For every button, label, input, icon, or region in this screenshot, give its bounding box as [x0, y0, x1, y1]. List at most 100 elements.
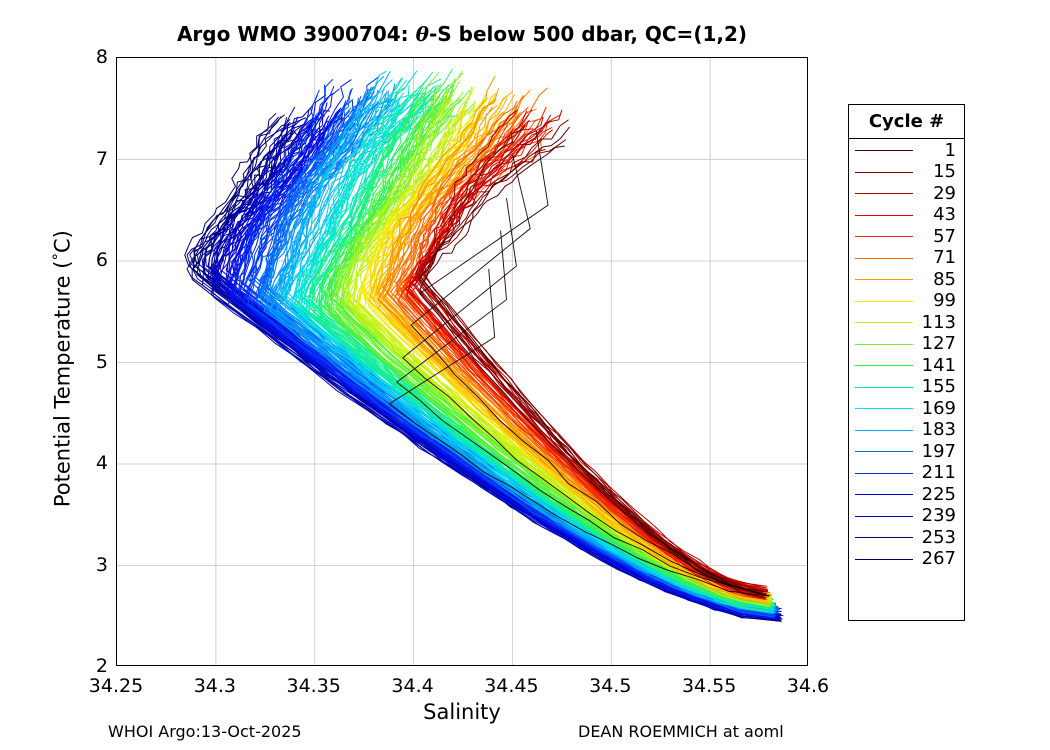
- legend-item-label: 239: [921, 505, 956, 527]
- profile-curve: [419, 131, 770, 597]
- legend-item-label: 183: [921, 419, 956, 441]
- legend-item[interactable]: 1: [849, 140, 964, 162]
- x-axis-label: Salinity: [423, 700, 501, 724]
- legend-item[interactable]: 239: [849, 506, 964, 528]
- legend-items: 1 15 29 43 57 71 85 99 113 127 141 155 169 183 197 211 2…: [849, 139, 964, 570]
- legend-item[interactable]: 211: [849, 463, 964, 485]
- legend-item[interactable]: 127: [849, 334, 964, 356]
- profile-curve: [410, 154, 770, 597]
- legend-item[interactable]: 113: [849, 312, 964, 334]
- degree-symbol: °: [49, 253, 68, 261]
- y-tick-label: 4: [95, 452, 108, 474]
- x-tick-label: 34.25: [88, 675, 144, 697]
- profile-curve: [229, 79, 776, 615]
- profile-curves: [184, 68, 784, 622]
- legend-item-label: 15: [933, 161, 956, 183]
- legend-item[interactable]: 57: [849, 226, 964, 248]
- legend-item-label: 253: [921, 526, 956, 548]
- theta-s-scatter-canvas: [117, 58, 807, 665]
- legend-color-swatch: [855, 171, 913, 173]
- legend-color-swatch: [855, 150, 913, 152]
- profile-curve: [247, 84, 777, 615]
- x-tick-label: 34.4: [391, 675, 434, 697]
- legend-color-swatch: [855, 472, 913, 474]
- profile-curve: [352, 84, 769, 601]
- legend-item-label: 29: [933, 182, 956, 204]
- legend-item-label: 85: [933, 268, 956, 290]
- profile-curve: [396, 230, 770, 597]
- legend-item[interactable]: 225: [849, 484, 964, 506]
- legend-item[interactable]: 99: [849, 291, 964, 313]
- profile-curve: [402, 198, 770, 597]
- plot-area[interactable]: [116, 57, 808, 666]
- profile-curve: [423, 145, 764, 595]
- legend-item[interactable]: 197: [849, 441, 964, 463]
- profile-curve: [284, 77, 774, 611]
- legend-item-label: 169: [921, 397, 956, 419]
- legend-item[interactable]: 29: [849, 183, 964, 205]
- legend-color-swatch: [855, 537, 913, 539]
- x-tick-label: 34.3: [193, 675, 236, 697]
- legend-color-swatch: [855, 300, 913, 302]
- x-tick-label: 34.35: [286, 675, 341, 697]
- legend-item-label: 127: [921, 333, 956, 355]
- page-title: Argo WMO 3900704: θ-S below 500 dbar, QC…: [116, 22, 808, 46]
- legend-color-swatch: [855, 193, 913, 195]
- profile-curve: [230, 88, 778, 617]
- legend-item-label: 197: [921, 440, 956, 462]
- title-prefix: Argo WMO 3900704:: [176, 22, 416, 46]
- profile-curve: [417, 114, 766, 599]
- legend-item-label: 155: [921, 376, 956, 398]
- profile-curve: [259, 104, 775, 612]
- y-tick-label: 8: [95, 46, 108, 68]
- profile-curve: [259, 85, 776, 613]
- legend-color-swatch: [855, 451, 913, 453]
- profile-curve: [421, 109, 766, 589]
- legend-color-swatch: [855, 322, 913, 324]
- legend-color-swatch: [855, 429, 913, 431]
- legend-item-label: 141: [921, 354, 956, 376]
- legend-item-label: 99: [933, 290, 956, 312]
- legend-item-label: 113: [921, 311, 956, 333]
- legend-color-swatch: [855, 408, 913, 410]
- legend-item[interactable]: 183: [849, 420, 964, 442]
- profile-curve: [344, 91, 769, 595]
- footer-source: WHOI Argo:13-Oct-2025: [108, 722, 302, 741]
- profile-curve: [404, 120, 767, 601]
- legend-color-swatch: [855, 214, 913, 216]
- profile-curve: [354, 92, 770, 601]
- profile-curve: [344, 105, 769, 604]
- legend-item[interactable]: 155: [849, 377, 964, 399]
- profile-curve: [413, 120, 764, 596]
- legend-panel[interactable]: Cycle # 1 15 29 43 57 71 85 99 113 127 141 155 169 18…: [848, 104, 965, 621]
- profile-curve: [331, 90, 769, 605]
- legend-item[interactable]: 15: [849, 162, 964, 184]
- legend-item[interactable]: 85: [849, 269, 964, 291]
- y-tick-label: 7: [95, 147, 108, 170]
- legend-color-swatch: [855, 386, 913, 388]
- profile-curve: [210, 127, 778, 620]
- profile-curve: [258, 107, 777, 609]
- legend-item-label: 211: [921, 462, 956, 484]
- x-tick-label: 34.5: [589, 675, 632, 697]
- profile-curve: [377, 76, 768, 598]
- legend-color-swatch: [855, 257, 913, 259]
- y-axis-label-pre: Potential Temperature (: [50, 260, 75, 508]
- legend-item[interactable]: 253: [849, 527, 964, 549]
- x-tick-label: 34.45: [484, 675, 539, 697]
- profile-curve: [341, 90, 772, 601]
- x-tick-label: 34.55: [681, 675, 737, 697]
- legend-item[interactable]: 71: [849, 248, 964, 270]
- legend-color-swatch: [855, 515, 913, 517]
- legend-item[interactable]: 141: [849, 355, 964, 377]
- legend-item[interactable]: 169: [849, 398, 964, 420]
- theta-symbol: θ: [415, 22, 429, 46]
- legend-item[interactable]: 267: [849, 549, 964, 571]
- profile-curve: [419, 126, 767, 599]
- profile-curve: [228, 109, 776, 619]
- y-axis-label-post: C): [50, 230, 75, 254]
- legend-color-swatch: [855, 236, 913, 238]
- legend-item[interactable]: 43: [849, 205, 964, 227]
- legend-title: Cycle #: [849, 105, 964, 139]
